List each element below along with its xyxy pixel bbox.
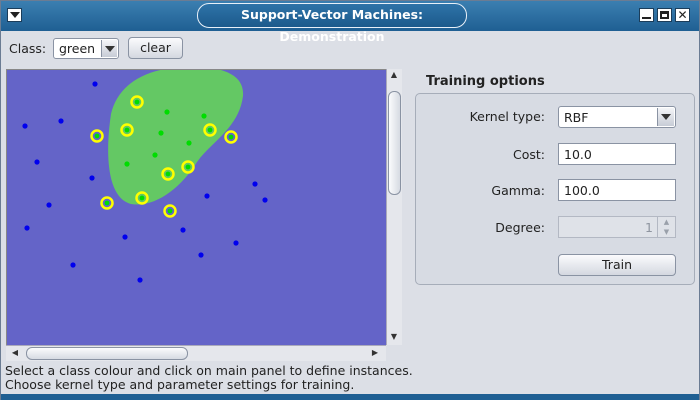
support-vector-ring (163, 204, 177, 218)
blue-point (122, 234, 128, 240)
maximize-icon[interactable] (657, 8, 672, 22)
kernel-type-value: RBF (564, 110, 589, 125)
support-vector-ring (203, 123, 217, 137)
support-vector-point (167, 208, 173, 214)
minimize-icon[interactable] (639, 8, 654, 22)
kernel-type-select[interactable]: RBF (558, 106, 676, 128)
blue-point (262, 197, 268, 203)
blue-point (22, 123, 28, 129)
blue-point (92, 81, 98, 87)
scroll-corner (386, 345, 402, 361)
support-vector-point (165, 171, 171, 177)
train-button[interactable]: Train (558, 254, 676, 276)
green-point (124, 161, 130, 167)
cost-label: Cost: (512, 147, 545, 162)
support-vector-point (207, 127, 213, 133)
chevron-down-icon[interactable] (657, 108, 674, 126)
support-vector-point (228, 134, 234, 140)
blue-point (180, 227, 186, 233)
clear-button[interactable]: clear (128, 37, 183, 59)
green-point (164, 109, 170, 115)
window-menu-icon[interactable] (7, 8, 22, 22)
chevron-down-icon[interactable] (101, 40, 117, 57)
cost-value: 10.0 (564, 147, 592, 162)
support-vector-ring (161, 167, 175, 181)
vertical-scroll-thumb[interactable] (388, 91, 401, 195)
degree-value: 1 (645, 220, 653, 235)
blue-point (46, 202, 52, 208)
blue-point (34, 159, 40, 165)
scroll-down-icon[interactable]: ▼ (390, 332, 398, 341)
status-line-2: Choose kernel type and parameter setting… (5, 377, 355, 392)
class-select[interactable]: green (53, 38, 119, 59)
support-vector-point (134, 99, 140, 105)
blue-point (233, 240, 239, 246)
degree-spinner[interactable]: 1 ▲ ▼ (558, 216, 676, 238)
support-vector-ring (181, 160, 195, 174)
support-vector-ring (130, 95, 144, 109)
vertical-scrollbar[interactable]: ▲ ▼ (386, 69, 402, 345)
blue-point (204, 193, 210, 199)
blue-point (252, 181, 258, 187)
degree-label: Degree: (495, 220, 545, 235)
class-select-value: green (59, 41, 96, 56)
blue-point (198, 252, 204, 258)
support-vector-ring (100, 196, 114, 210)
support-vector-ring (120, 123, 134, 137)
instance-panel[interactable] (6, 69, 402, 361)
green-point (158, 130, 164, 136)
support-vector-ring (90, 129, 104, 143)
scroll-right-icon[interactable]: ▶ (371, 348, 379, 357)
blue-point (24, 225, 30, 231)
gamma-label: Gamma: (491, 183, 545, 198)
class-label: Class: (9, 41, 47, 56)
support-vector-point (185, 164, 191, 170)
close-icon[interactable]: ✕ (675, 8, 690, 22)
support-vector-point (94, 133, 100, 139)
horizontal-scroll-thumb[interactable] (26, 347, 188, 360)
training-options-title: Training options (426, 74, 545, 89)
support-vector-ring (135, 191, 149, 205)
status-line-1: Select a class colour and click on main … (5, 363, 413, 378)
blue-point (137, 277, 143, 283)
scroll-up-icon[interactable]: ▲ (390, 70, 398, 79)
gamma-value: 100.0 (564, 183, 600, 198)
green-point (186, 140, 192, 146)
support-vector-point (139, 195, 145, 201)
stepper-icon[interactable]: ▲ ▼ (657, 217, 675, 237)
kernel-type-label: Kernel type: (469, 109, 545, 124)
scroll-left-icon[interactable]: ◀ (11, 348, 19, 357)
cost-field[interactable]: 10.0 (558, 143, 676, 165)
blue-point (58, 118, 64, 124)
title-bar[interactable]: Support-Vector Machines: Demonstration ✕ (1, 1, 699, 44)
horizontal-scrollbar[interactable]: ◀ ▶ (6, 345, 386, 361)
window-bottom-edge (1, 394, 699, 400)
support-vector-ring (224, 130, 238, 144)
window-title: Support-Vector Machines: Demonstration (197, 3, 467, 44)
support-vector-point (124, 127, 130, 133)
svm-canvas[interactable] (7, 70, 387, 346)
blue-point (89, 175, 95, 181)
gamma-field[interactable]: 100.0 (558, 179, 676, 201)
green-point (152, 152, 158, 158)
support-vector-point (104, 200, 110, 206)
blue-point (70, 262, 76, 268)
green-point (201, 113, 207, 119)
